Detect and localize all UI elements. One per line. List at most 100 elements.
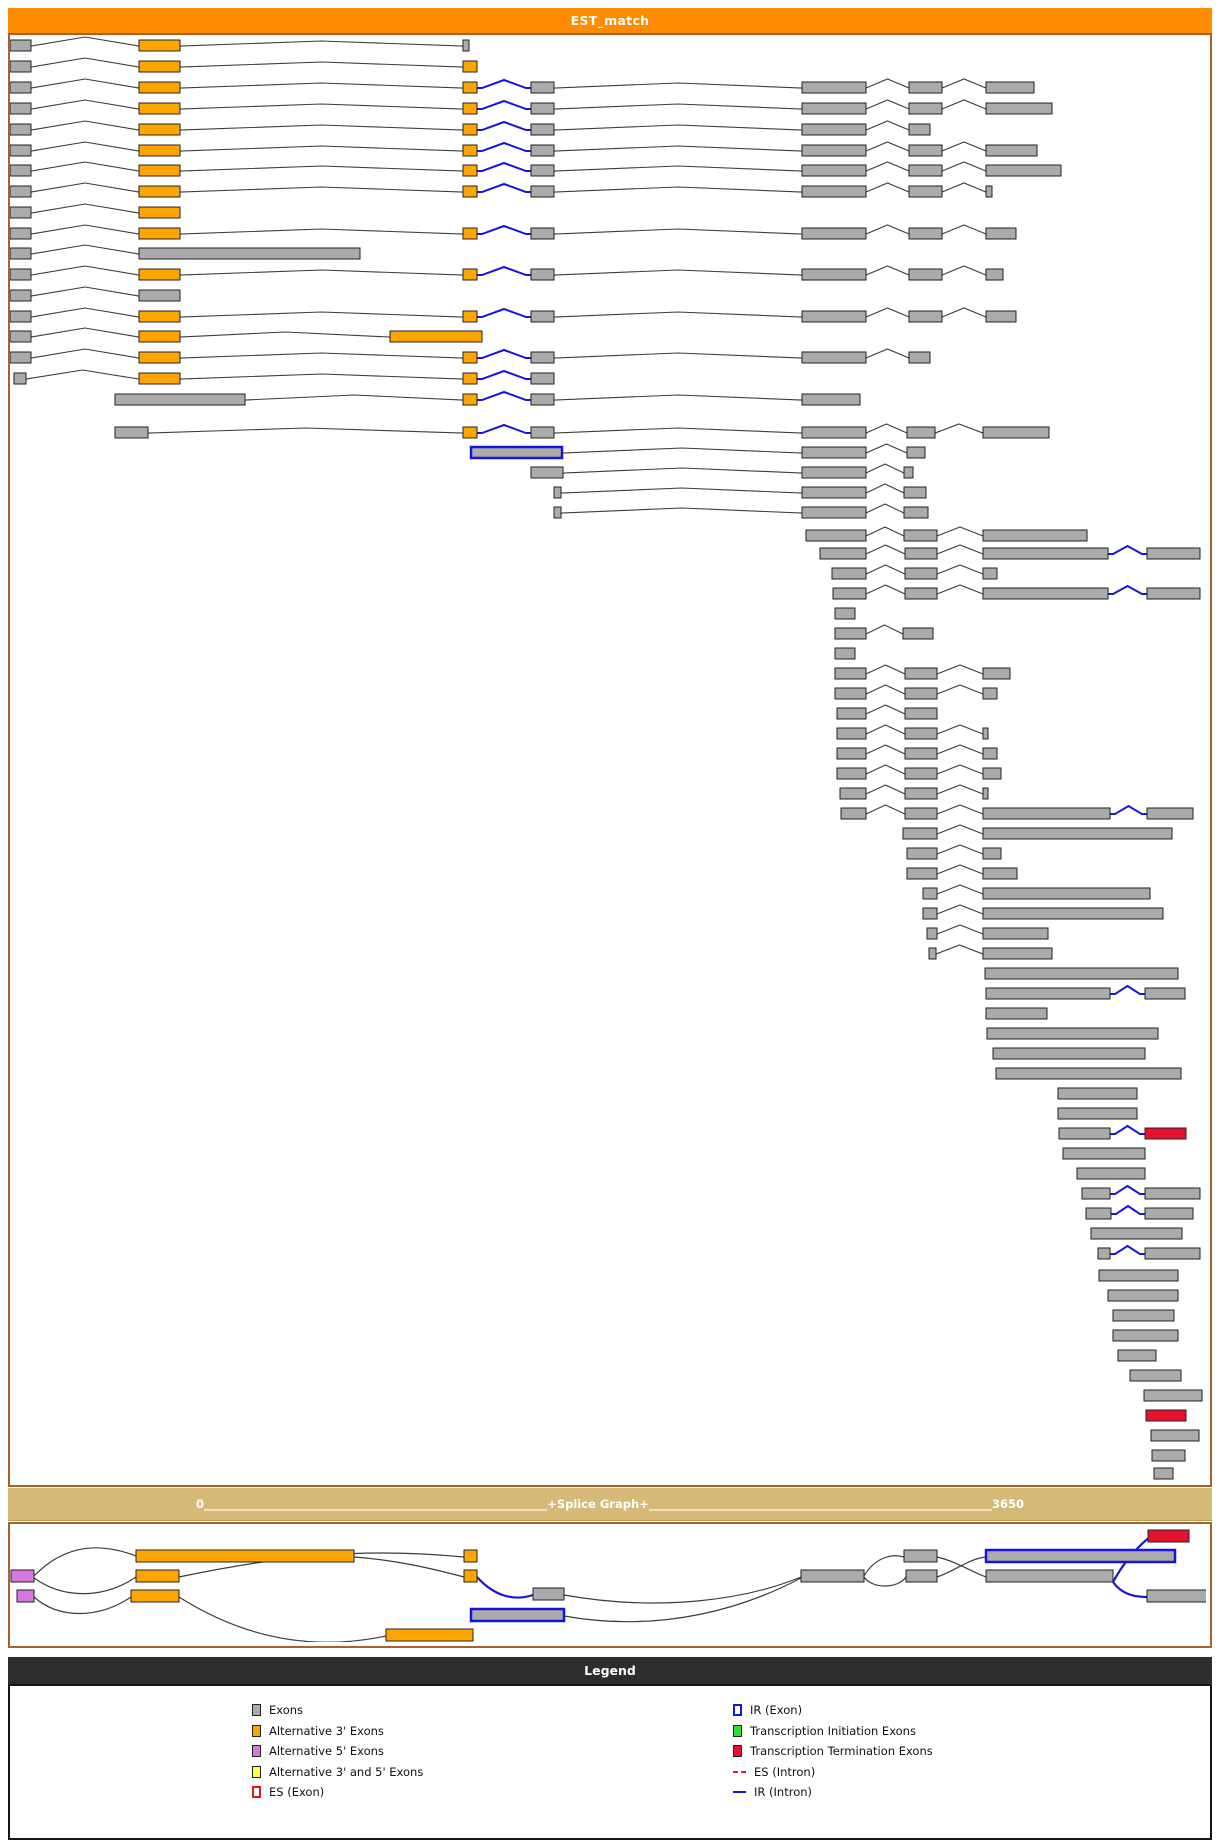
alt3-exon-node: [130, 1589, 180, 1603]
intron-retention-arc: [477, 348, 531, 360]
exon: [801, 466, 867, 479]
exon: [839, 787, 867, 800]
exon: [985, 268, 1004, 281]
intron-splice-line: [30, 182, 140, 193]
ir-exon-node: [469, 1607, 566, 1623]
exon: [1057, 1087, 1138, 1100]
exon-node: [903, 1549, 938, 1563]
exon: [801, 227, 867, 240]
alt3-exon: [138, 60, 181, 73]
intron-splice-line: [936, 904, 984, 915]
intron-line: [179, 373, 464, 380]
exon: [985, 227, 1017, 240]
exon: [10, 227, 32, 240]
exon: [1144, 1187, 1201, 1200]
intron-splice-line: [30, 307, 140, 318]
exon: [982, 567, 998, 580]
exon: [10, 206, 32, 219]
exon: [836, 727, 867, 740]
intron-line: [179, 145, 464, 152]
intron-splice-line: [865, 483, 905, 494]
intron-line: [561, 447, 803, 454]
exon: [530, 426, 555, 439]
intron-retention-arc: [477, 265, 531, 277]
intron-splice-line: [865, 804, 906, 815]
intron-retention-arc: [477, 307, 531, 319]
exon: [982, 827, 1173, 840]
exon: [982, 547, 1109, 560]
exon: [985, 164, 1062, 177]
transcripts-figure: [10, 36, 1203, 1480]
box-blue-outline-swatch: [733, 1704, 742, 1716]
alt3-exon: [462, 123, 478, 136]
alt3-exon: [462, 426, 478, 439]
intron-line: [179, 61, 464, 68]
intron-splice-line: [30, 57, 140, 68]
exon: [1150, 1429, 1200, 1442]
intron-splice-line: [935, 944, 984, 955]
intron-retention-arc: [1111, 1204, 1145, 1216]
splice-edge: [936, 1556, 987, 1578]
exon: [908, 185, 943, 198]
intron-splice-line: [865, 224, 910, 235]
exon: [530, 466, 564, 479]
alt5-exon-node: [10, 1569, 35, 1583]
intron-line: [553, 311, 803, 318]
legend-item-right-1: Transcription Initiation Exons: [733, 1724, 916, 1738]
intron-splice-line: [941, 265, 987, 276]
exon: [801, 506, 867, 519]
header-bar: EST_match: [8, 8, 1212, 33]
exon: [10, 164, 32, 177]
exon: [10, 268, 32, 281]
intron-splice-line: [941, 161, 987, 172]
exon: [902, 827, 938, 840]
exon: [801, 102, 867, 115]
intron-retention-arc: [1110, 984, 1145, 996]
intron-splice-line: [936, 764, 984, 775]
scale-title: +Splice Graph+: [547, 1497, 649, 1511]
intron-line: [244, 394, 464, 401]
intron-splice-line: [865, 307, 910, 318]
intron-line: [179, 124, 464, 131]
exon: [10, 351, 32, 364]
intron-splice-line: [865, 724, 906, 735]
intron-splice-line: [865, 99, 910, 110]
exon: [992, 1047, 1146, 1060]
alt3-exon: [138, 372, 181, 385]
termination-exon-node: [1147, 1529, 1190, 1543]
intron-retention-arc: [477, 141, 531, 153]
exon: [903, 466, 914, 479]
exon: [1144, 1247, 1201, 1260]
intron-splice-line: [30, 161, 140, 172]
exon: [10, 144, 32, 157]
alt3-exon: [138, 164, 181, 177]
exon: [1153, 1467, 1174, 1480]
exon: [1144, 987, 1186, 1000]
exon: [982, 687, 998, 700]
intron-retention-arc: [477, 120, 531, 132]
intron-line: [553, 269, 803, 276]
intron-splice-line: [936, 526, 984, 537]
alt3-exon-node: [385, 1628, 474, 1642]
exon: [1097, 1247, 1111, 1260]
splice-graph-figure: [10, 1529, 1206, 1642]
exon: [1144, 1207, 1194, 1220]
exon: [138, 289, 181, 302]
intron-splice-line: [865, 526, 905, 537]
intron-line: [553, 82, 803, 89]
exon: [908, 268, 943, 281]
intron-splice-line: [865, 564, 906, 575]
line-blue-swatch: [733, 1791, 746, 1793]
exon: [10, 310, 32, 323]
legend-item-right-4: IR (Intron): [733, 1785, 812, 1799]
splice-graph-scale-bar: 0 ______________________________________…: [8, 1488, 1212, 1521]
exon: [834, 647, 856, 660]
line-dashed-red-swatch: [733, 1770, 746, 1773]
exon: [908, 81, 943, 94]
intron-splice-line: [865, 503, 905, 514]
exon: [982, 587, 1109, 600]
exon: [530, 372, 555, 385]
intron-splice-line: [865, 584, 906, 595]
exon: [801, 185, 867, 198]
exon: [801, 393, 861, 406]
